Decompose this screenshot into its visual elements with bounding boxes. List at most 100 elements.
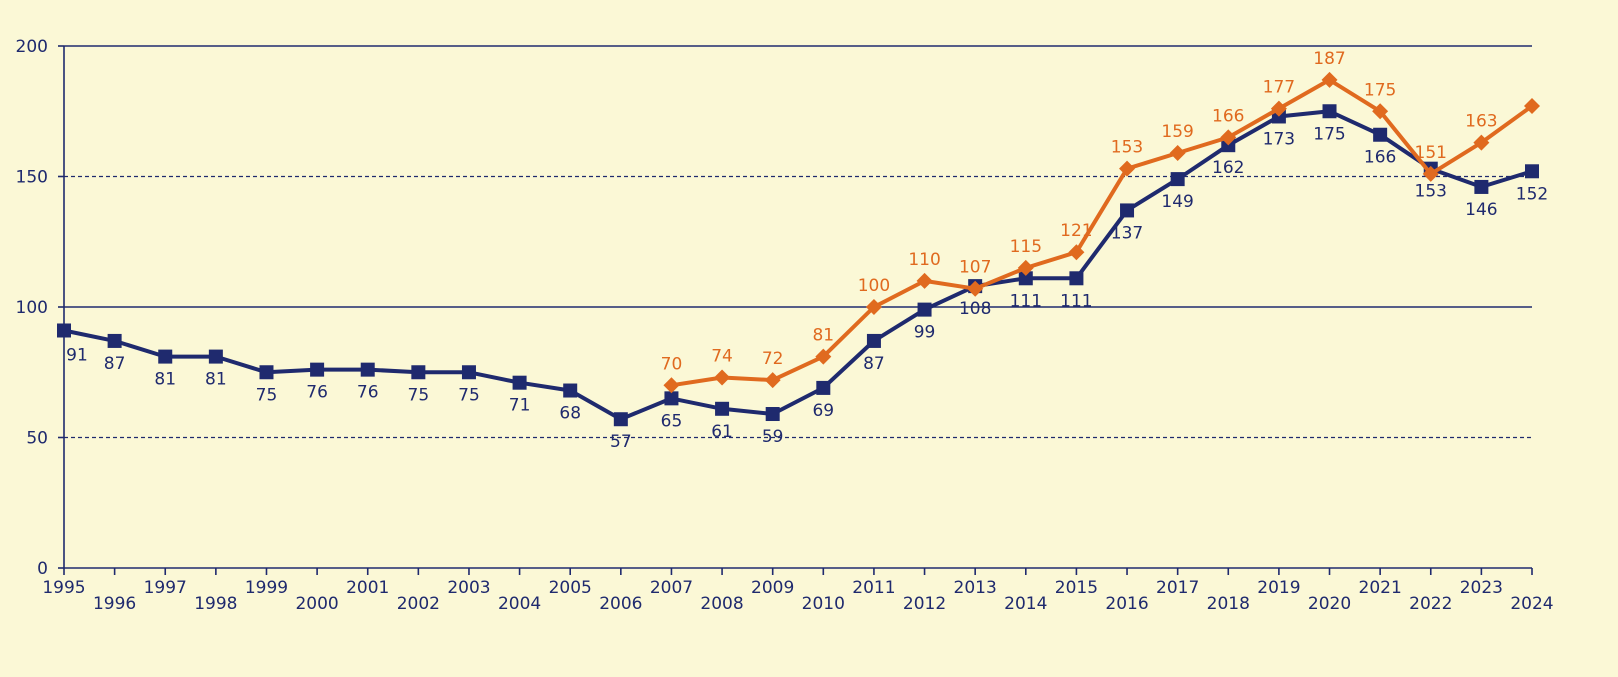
x-tick-label-2001: 2001 — [346, 578, 389, 598]
series-1-marker-2024 — [1525, 164, 1539, 179]
series-2-marker-2017 — [1169, 145, 1186, 162]
x-tick-label-2015: 2015 — [1055, 578, 1098, 598]
series-2-marker-2010 — [815, 348, 832, 365]
series-1-data-label-1995: 91 — [66, 345, 88, 365]
series-2-data-label-2009: 72 — [762, 349, 784, 369]
series-1-data-label-1999: 75 — [256, 385, 278, 405]
series-2-marker-2020 — [1321, 71, 1338, 88]
series-1-data-label-2014: 111 — [1010, 291, 1042, 311]
x-tick-label-2000: 2000 — [295, 594, 338, 614]
x-tick-label-1996: 1996 — [93, 594, 136, 614]
series-1-marker-2003 — [461, 365, 476, 380]
series-2-data-label-2015: 121 — [1060, 221, 1092, 241]
series-2-marker-2013 — [967, 280, 984, 297]
x-tick-label-2011: 2011 — [852, 578, 895, 598]
series-1-data-label-2020: 175 — [1313, 124, 1345, 144]
series-1-marker-2023 — [1474, 179, 1489, 194]
series-1-marker-2001 — [360, 362, 375, 377]
series-1-data-label-2008: 61 — [711, 422, 733, 442]
series-1-data-label-2016: 137 — [1111, 223, 1143, 243]
series-2-marker-2008 — [714, 369, 731, 386]
x-tick-label-2014: 2014 — [1004, 594, 1047, 614]
x-tick-label-1995: 1995 — [42, 578, 85, 598]
y-tick-label-0: 0 — [37, 559, 48, 579]
grid-layer — [64, 45, 1532, 439]
x-tick-label-2018: 2018 — [1207, 594, 1250, 614]
series-2-marker-2009 — [764, 372, 781, 389]
series-1-marker-2020 — [1322, 104, 1337, 119]
series-1-data-label-2006: 57 — [610, 432, 632, 452]
x-tick-label-2017: 2017 — [1156, 578, 1199, 598]
series-2-marker-2007 — [663, 377, 680, 394]
series-1-data-label-2002: 75 — [408, 385, 430, 405]
series-1-data-label-1998: 81 — [205, 370, 227, 390]
series-1-marker-2015 — [1069, 271, 1084, 286]
series-2-marker-2014 — [1017, 259, 1034, 276]
series-1-marker-2017 — [1170, 172, 1185, 187]
series-1-marker-1996 — [107, 333, 122, 348]
y-tick-label-150: 150 — [16, 168, 48, 188]
x-tick-label-2023: 2023 — [1460, 578, 1503, 598]
y-tick-label-50: 50 — [26, 429, 48, 449]
x-tick-label-2010: 2010 — [802, 594, 845, 614]
series-1-marker-2006 — [613, 412, 628, 427]
series-1-marker-1995 — [57, 323, 71, 338]
series-1-data-label-2022: 153 — [1415, 182, 1447, 202]
x-tick-label-2007: 2007 — [650, 578, 693, 598]
series-1-line — [63, 109, 1533, 422]
series-2-marker-2023 — [1473, 134, 1490, 151]
series-1-marker-2016 — [1120, 203, 1135, 218]
series-2-data-label-2013: 107 — [959, 258, 991, 278]
x-tick-label-2021: 2021 — [1359, 578, 1402, 598]
series-2-data-label-2019: 177 — [1263, 78, 1295, 98]
series-1-data-label-2024: 152 — [1516, 184, 1548, 204]
x-tick-label-2012: 2012 — [903, 594, 946, 614]
series-1-data-label-2021: 166 — [1364, 148, 1396, 168]
x-tick-label-2009: 2009 — [751, 578, 794, 598]
series-2-marker-2016 — [1119, 160, 1136, 177]
series-1-data-label-2007: 65 — [661, 411, 683, 431]
series-1-data-label-2023: 146 — [1465, 200, 1497, 220]
x-tick-label-2016: 2016 — [1105, 594, 1148, 614]
series-1-data-label-2000: 76 — [306, 383, 328, 403]
series-2-data-label-2008: 74 — [711, 346, 733, 366]
series-2-data-label-2014: 115 — [1010, 237, 1042, 257]
series-1-data-label-1996: 87 — [104, 354, 126, 374]
series-1-marker-1998 — [208, 349, 223, 364]
series-2-data-label-2021: 175 — [1364, 80, 1396, 100]
axis-layer: 0 50 100 150 200 1995 1996 1997 1998 1999 2000 2001… — [16, 37, 1554, 614]
series-2-data-label-2011: 100 — [858, 276, 890, 296]
x-tick-label-2013: 2013 — [954, 578, 997, 598]
series-1-marker-2011 — [866, 333, 881, 348]
series-2-marker-2024 — [1524, 98, 1540, 115]
series-1-data-label-2003: 75 — [458, 385, 480, 405]
y-tick-label-200: 200 — [16, 37, 48, 57]
x-tick-label-2005: 2005 — [549, 578, 592, 598]
x-tick-label-2019: 2019 — [1257, 578, 1300, 598]
series-1-marker-2014 — [1018, 271, 1033, 286]
series-1-data-label-2017: 149 — [1161, 192, 1193, 212]
series-2-marker-2011 — [865, 299, 882, 315]
series-2-data-label-2010: 81 — [812, 326, 834, 346]
y-tick-label-100: 100 — [16, 298, 48, 318]
series-2-marker-2012 — [916, 272, 933, 289]
series-2-data-label-2017: 159 — [1161, 122, 1193, 142]
x-tick-label-2024: 2024 — [1510, 594, 1553, 614]
series-1-data-label-2019: 173 — [1263, 129, 1295, 149]
series-2-data-label-2022: 151 — [1415, 143, 1447, 163]
series-1-marker-2021 — [1373, 127, 1388, 142]
series-2-marker-2022 — [1422, 165, 1439, 182]
x-tick-label-2006: 2006 — [599, 594, 642, 614]
series-1-marker-2000 — [310, 362, 325, 377]
series-1-data-label-2018: 162 — [1212, 158, 1244, 178]
x-tick-label-1997: 1997 — [144, 578, 187, 598]
series-1-marker-2007 — [664, 391, 679, 406]
series-2-data-label-2007: 70 — [661, 354, 683, 374]
series-1-data-label-2012: 99 — [914, 323, 936, 343]
series-2-marker-2019 — [1270, 100, 1287, 117]
x-tick-label-1999: 1999 — [245, 578, 288, 598]
series-1-marker-1997 — [158, 349, 173, 364]
series-1-marker-2010 — [816, 380, 831, 395]
series-1-data-label-2004: 71 — [509, 396, 531, 416]
